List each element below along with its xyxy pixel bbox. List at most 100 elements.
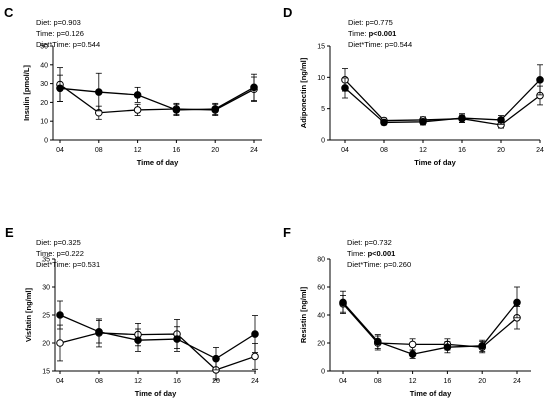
y-tick-label: 15 — [317, 44, 325, 51]
y-tick-label: 10 — [317, 75, 325, 82]
stats-time-prefix: Time: — [348, 29, 369, 38]
x-axis-label: Time of day — [414, 158, 456, 167]
adiponectin-chart-panel: D Diet: p=0.775 Time: p<0.001 Diet*Time: p=… — [275, 0, 550, 200]
stats-block: Diet: p=0.903 Time: p=0.126 Diet*Time: p=0… — [36, 17, 100, 50]
data-point-filled — [173, 335, 181, 343]
x-tick-label: 24 — [250, 147, 258, 154]
data-point-filled — [95, 88, 103, 96]
stats-time-value: p=0.126 — [56, 29, 84, 38]
series-line — [59, 84, 255, 114]
y-tick-label: 35 — [42, 257, 50, 264]
chart-svg: 0 20 40 60 80 04 08 12 16 20 24 Time of day Resistin… — [299, 257, 531, 398]
x-tick-label: 08 — [95, 378, 103, 385]
series-line — [344, 79, 541, 126]
data-point-filled — [250, 83, 258, 92]
data-point-filled — [478, 342, 486, 350]
x-tick-label: 16 — [444, 378, 452, 385]
data-point-filled — [513, 298, 521, 307]
y-tick-label: 60 — [317, 285, 325, 292]
data-point-filled — [419, 118, 427, 126]
series-line — [59, 332, 256, 371]
stats-time: Time: p=0.126 — [36, 28, 100, 39]
y-axis-label: Resistin [ng/ml] — [299, 286, 308, 343]
visfatin-chart-panel: E Diet: p=0.325 Time: p=0.222 Diet*Time: p=… — [0, 203, 275, 403]
stats-diet: Diet: p=0.325 — [36, 238, 81, 247]
y-tick-label: 20 — [317, 341, 325, 348]
x-tick-label: 24 — [513, 378, 521, 385]
data-point-filled — [497, 116, 505, 124]
data-point-filled — [95, 328, 103, 336]
stats-block: Diet: p=0.732 Time: p<0.001 Diet*Time: p=0… — [347, 237, 411, 270]
y-axis-label: Insulin [pmol/L] — [22, 65, 31, 121]
data-point-filled — [380, 118, 388, 127]
data-point-filled — [339, 298, 347, 307]
y-tick-label: 40 — [40, 62, 48, 69]
y-tick-label: 0 — [321, 369, 325, 376]
x-tick-label: 20 — [212, 378, 220, 385]
chart-svg: 0 10 20 30 40 50 04 08 12 16 20 24 Time of day Insuli… — [22, 44, 262, 167]
x-tick-label: 24 — [536, 147, 544, 154]
series-filled — [56, 72, 258, 116]
data-point-filled — [172, 106, 181, 114]
data-point-filled — [211, 105, 219, 113]
stats-time-value: p<0.001 — [367, 249, 396, 258]
y-tick-label: 0 — [321, 138, 325, 145]
y-tick-label: 15 — [42, 369, 50, 376]
x-tick-label: 04 — [341, 147, 349, 154]
resistin-chart-panel: F Diet: p=0.732 Time: p<0.001 Diet*Time: p=… — [275, 203, 550, 403]
panel-letter: C — [4, 5, 14, 20]
x-tick-label: 12 — [134, 378, 142, 385]
stats-time-prefix: Time: — [347, 249, 368, 258]
y-tick-label: 30 — [42, 285, 50, 292]
x-tick-label: 24 — [251, 378, 259, 385]
stats-time: Time: p<0.001 — [347, 248, 411, 259]
stats-time-prefix: Time: — [36, 249, 57, 258]
x-tick-label: 12 — [419, 147, 427, 154]
x-tick-label: 16 — [173, 147, 181, 154]
x-axis-label: Time of day — [410, 389, 452, 398]
stats-interaction: Diet*Time: p=0.531 — [36, 260, 101, 269]
panel-letter: D — [283, 5, 293, 20]
data-point-open — [251, 352, 259, 361]
y-tick-label: 50 — [40, 44, 48, 51]
data-point-filled — [56, 311, 64, 319]
y-tick-label: 10 — [40, 119, 48, 126]
stats-time-value: p<0.001 — [368, 29, 397, 38]
stats-diet: Diet: p=0.732 — [347, 238, 392, 247]
data-point-filled — [458, 114, 466, 122]
stats-interaction: Diet*Time: p=0.544 — [36, 40, 101, 49]
x-tick-label: 20 — [497, 147, 505, 154]
data-point-filled — [341, 84, 349, 92]
series-open — [339, 295, 521, 354]
stats-time: Time: p<0.001 — [348, 28, 412, 39]
x-tick-label: 20 — [211, 147, 219, 154]
panel-letter: E — [5, 225, 14, 240]
series-line — [342, 301, 518, 355]
chart-svg: 15 20 25 30 35 04 08 12 16 20 24 Time of day Visfati… — [24, 257, 259, 399]
stats-time: Time: p=0.222 — [36, 248, 100, 259]
x-tick-label: 08 — [374, 378, 382, 385]
series-line — [344, 79, 541, 124]
data-point-filled — [212, 354, 220, 363]
series-filled — [56, 300, 259, 371]
series-line — [59, 86, 255, 111]
stats-interaction: Diet*Time: p=0.260 — [347, 260, 412, 269]
data-point-filled — [536, 76, 544, 84]
x-tick-label: 08 — [95, 147, 103, 154]
y-tick-label: 80 — [317, 257, 325, 264]
y-axis-label: Adiponectin [ng/ml] — [299, 57, 308, 128]
x-tick-label: 16 — [458, 147, 466, 154]
data-point-filled — [374, 337, 382, 346]
y-tick-label: 25 — [42, 313, 50, 320]
stats-time-prefix: Time: — [36, 29, 57, 38]
data-point-filled — [56, 84, 64, 93]
x-axis-label: Time of day — [137, 158, 179, 167]
stats-time-value: p=0.222 — [56, 249, 84, 258]
x-tick-label: 16 — [173, 378, 181, 385]
y-tick-label: 20 — [42, 341, 50, 348]
x-axis-label: Time of day — [135, 389, 177, 398]
x-tick-label: 04 — [56, 147, 64, 154]
x-tick-label: 04 — [339, 378, 347, 385]
data-point-filled — [133, 91, 142, 99]
y-tick-label: 40 — [317, 313, 325, 320]
